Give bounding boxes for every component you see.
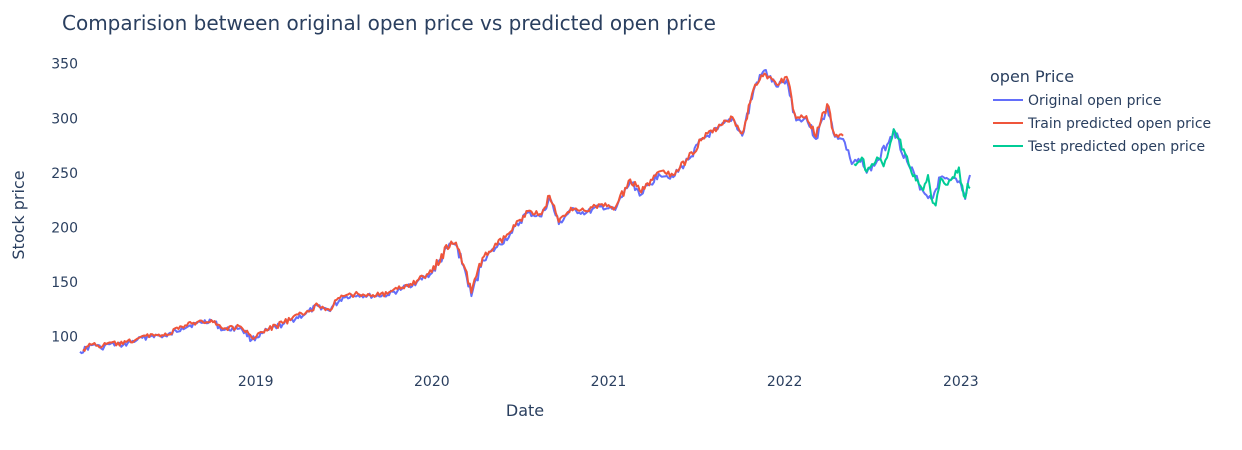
x-tick-label: 2020 xyxy=(414,374,450,390)
legend-title: open Price xyxy=(990,67,1074,86)
y-tick-label: 350 xyxy=(51,57,78,73)
chart-title: Comparision between original open price … xyxy=(62,11,716,35)
x-axis-title: Date xyxy=(506,401,544,420)
x-tick-label: 2023 xyxy=(943,374,979,390)
x-axis: 2019 2020 2021 2022 2023 xyxy=(238,374,979,390)
y-tick-label: 250 xyxy=(51,166,78,182)
series-line xyxy=(853,128,971,207)
legend-items: Original open price Train predicted open … xyxy=(993,93,1211,155)
x-tick-label: 2022 xyxy=(767,374,803,390)
y-tick-label: 150 xyxy=(51,275,78,291)
legend-label: Train predicted open price xyxy=(1027,116,1211,132)
legend: open Price Original open price Train pred… xyxy=(990,67,1211,155)
x-tick-label: 2021 xyxy=(591,374,627,390)
y-tick-label: 200 xyxy=(51,220,78,236)
legend-item[interactable]: Train predicted open price xyxy=(993,116,1211,132)
legend-item[interactable]: Original open price xyxy=(993,93,1161,109)
x-tick-label: 2019 xyxy=(238,374,274,390)
series-layer xyxy=(79,69,971,355)
y-axis-title: Stock price xyxy=(9,170,28,259)
y-tick-label: 300 xyxy=(51,111,78,127)
legend-label: Test predicted open price xyxy=(1027,139,1205,155)
series-line xyxy=(82,72,844,352)
legend-item[interactable]: Test predicted open price xyxy=(993,139,1205,155)
y-axis: 100 150 200 250 300 350 xyxy=(51,57,78,346)
legend-label: Original open price xyxy=(1028,93,1161,109)
series-line xyxy=(79,69,971,355)
y-tick-label: 100 xyxy=(51,329,78,345)
